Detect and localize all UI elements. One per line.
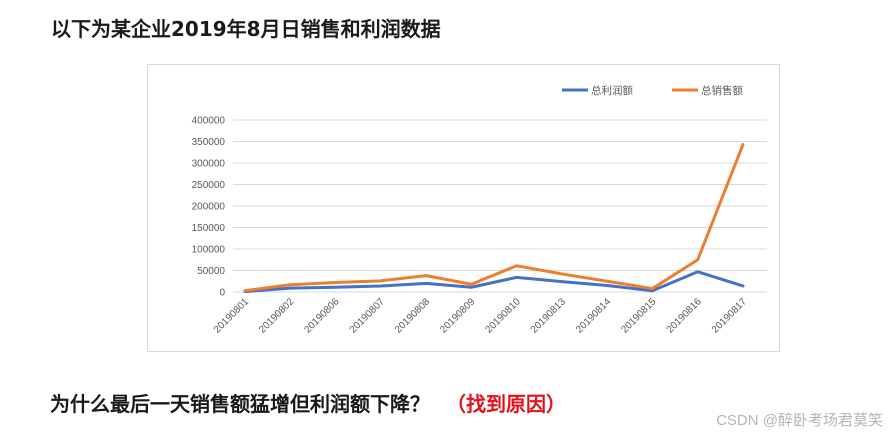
y-tick-label: 0 (219, 288, 225, 299)
y-tick-label: 300000 (192, 159, 226, 170)
y-tick-label: 100000 (192, 245, 226, 256)
y-tick-label: 350000 (192, 137, 226, 148)
series-line (243, 270, 745, 294)
question-main: 为什么最后一天销售额猛增但利润额下降？ (50, 392, 430, 416)
page-title: 以下为某企业2019年8月日销售和利润数据 (51, 17, 441, 41)
y-tick-label: 250000 (192, 180, 226, 191)
x-tick-label: 20190802 (257, 296, 297, 336)
watermark: CSDN @醉卧考场君莫笑 (716, 412, 883, 429)
x-tick-label: 20190813 (529, 296, 569, 336)
x-tick-label: 20190816 (665, 296, 705, 336)
gridlines (233, 119, 767, 293)
x-tick-label: 20190807 (348, 296, 388, 336)
x-tick-label: 20190809 (438, 296, 478, 336)
y-tick-label: 400000 (192, 116, 226, 127)
x-tick-label: 20190810 (484, 296, 524, 336)
y-tick-label: 200000 (192, 202, 226, 213)
chart-canvas: 0 50000 100000 150000 200000 250000 300000 3500… (192, 84, 767, 336)
y-tick-label: 50000 (197, 266, 225, 277)
x-tick-label: 20190814 (574, 296, 614, 336)
y-axis-labels: 0 50000 100000 150000 200000 250000 300000 3500… (192, 116, 226, 299)
chart-legend: 总利润额 总销售额 (562, 84, 743, 97)
x-tick-label: 20190801 (212, 296, 252, 336)
legend-label: 总利润额 (591, 84, 633, 97)
line-chart: 0 50000 100000 150000 200000 250000 300000 3500… (147, 64, 780, 352)
question-highlight: （找到原因） (446, 392, 566, 416)
legend-label: 总销售额 (701, 84, 743, 97)
series-line (243, 143, 745, 293)
x-tick-label: 20190808 (393, 296, 433, 336)
x-tick-label: 20190815 (619, 296, 659, 336)
x-axis-labels: 20190801 20190802 20190806 20190807 20190808… (212, 296, 750, 336)
x-tick-label: 20190806 (302, 296, 342, 336)
question-text: 为什么最后一天销售额猛增但利润额下降？ （找到原因） (50, 388, 566, 417)
x-tick-label: 20190817 (710, 296, 750, 336)
y-tick-label: 150000 (192, 223, 226, 234)
series-lines (243, 143, 745, 294)
